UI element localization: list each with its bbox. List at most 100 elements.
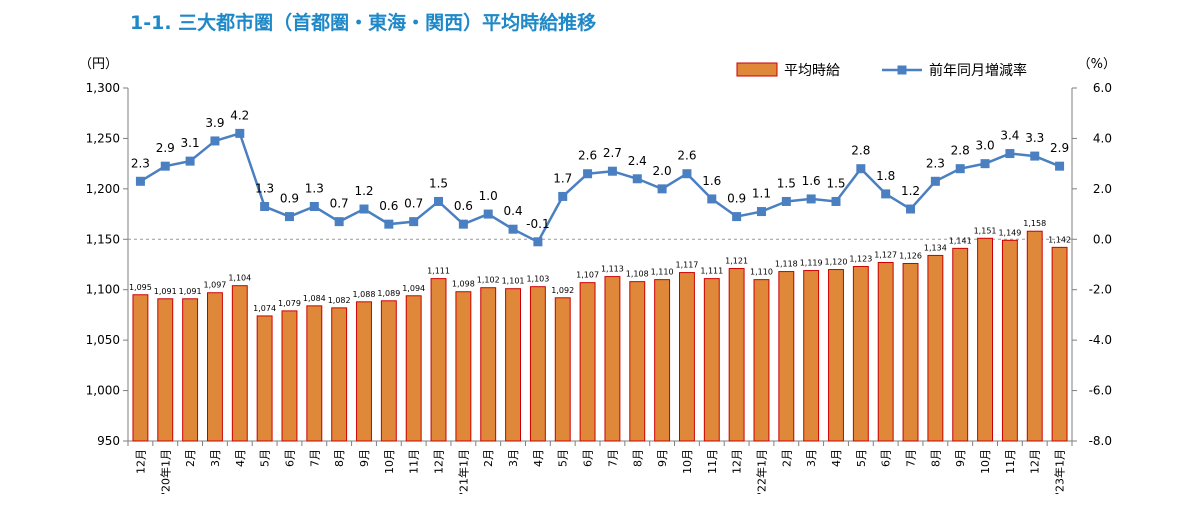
x-category-label: 11月 (1004, 449, 1017, 474)
line-point (856, 164, 866, 174)
x-category-label: 7月 (905, 449, 918, 467)
y2-tick-label: -4.0 (1089, 333, 1112, 347)
line-value-label: 2.0 (653, 164, 672, 178)
bar (256, 315, 273, 442)
line-value-label: 1.6 (802, 174, 821, 188)
line-point (1030, 151, 1040, 161)
line-point (434, 196, 444, 206)
labels-layer: 1,095 1,091 1,0911,0971,1041,0741,0791,084… (129, 108, 1071, 313)
x-category-label: 6月 (880, 449, 893, 467)
bar-value-label: 1,119 (800, 259, 823, 268)
line-value-label: 1.1 (752, 187, 771, 201)
x-category-label: 7月 (606, 449, 619, 467)
legend-swatch-marker (897, 65, 907, 75)
x-category-label: 8月 (333, 449, 346, 467)
line-value-label: 0.6 (379, 199, 398, 213)
line-point (135, 176, 145, 186)
line-point (483, 209, 493, 219)
x-category-label: '21年1月 (456, 449, 470, 495)
bar (604, 276, 621, 442)
line-point (881, 189, 891, 199)
line-point (781, 196, 791, 206)
bar-value-label: 1,079 (278, 299, 301, 308)
line-point (1055, 161, 1065, 171)
bar-value-label: 1,084 (303, 294, 326, 303)
y-tick-label: 1,100 (86, 283, 120, 297)
bar (927, 254, 944, 442)
bar (877, 261, 894, 442)
x-category-label: 8月 (631, 449, 644, 467)
chart-title: 1-1. 三大都市圏（首都圏・東海・関西）平均時給推移 (130, 12, 597, 34)
x-category-label: 2月 (780, 449, 793, 467)
bar (505, 288, 522, 442)
line-value-label: -0.1 (526, 217, 549, 231)
x-category-label: 12月 (134, 449, 147, 474)
y2-tick-label: -6.0 (1089, 384, 1112, 398)
bar (554, 297, 571, 442)
bar (430, 278, 447, 442)
bar-value-label: 1,102 (477, 276, 500, 285)
bar-value-label: 1,111 (700, 267, 723, 276)
y-tick-label: 1,050 (86, 333, 120, 347)
x-category-label: 10月 (681, 449, 694, 474)
y-tick-label: 1,250 (86, 131, 120, 145)
bar-value-label: 1,107 (576, 271, 599, 280)
bar (902, 262, 919, 442)
bar (281, 310, 298, 442)
line-point (831, 196, 841, 206)
bar (703, 278, 720, 442)
line-point (756, 207, 766, 217)
line-point (309, 202, 319, 212)
bar (331, 307, 348, 442)
line-point (284, 212, 294, 222)
bar-value-label: 1,089 (377, 289, 400, 298)
bar (1051, 246, 1068, 442)
bar (852, 266, 869, 442)
line-value-label: 0.7 (330, 197, 349, 211)
y2-tick-label: 6.0 (1093, 81, 1112, 95)
line-point (682, 169, 692, 179)
y2-unit-label: （%） (1078, 57, 1116, 72)
line-value-label: 3.0 (976, 139, 995, 153)
line-value-label: 4.2 (230, 108, 249, 122)
line-point (632, 174, 642, 184)
x-category-label: 7月 (308, 449, 321, 467)
line-point (583, 169, 593, 179)
x-category-label: 11月 (408, 449, 421, 474)
line-point (657, 184, 667, 194)
bar (380, 300, 397, 442)
bar-value-label: 1,141 (949, 236, 972, 245)
bar (157, 298, 174, 442)
bar (1001, 239, 1018, 442)
x-category-label: 10月 (979, 449, 992, 474)
bar-value-label: 1,091 (179, 287, 202, 296)
line-value-label: 1.5 (429, 176, 448, 190)
bar-value-label: 1,111 (427, 267, 450, 276)
bar-value-label: 1,134 (924, 243, 947, 252)
bar (778, 271, 795, 442)
y-tick-label: 1,300 (86, 81, 120, 95)
line-point (607, 166, 617, 176)
line-value-label: 2.6 (677, 149, 696, 163)
line-value-label: 2.7 (603, 146, 622, 160)
x-category-label: 4月 (234, 449, 247, 467)
bar-value-label: 1,110 (651, 268, 674, 277)
line-value-label: 2.9 (1050, 141, 1069, 155)
line-point (930, 176, 940, 186)
line-value-label: 2.4 (628, 154, 647, 168)
axes-layer: 950 1,000 1,050 1,100 1,150 1,200 1,250 1,300 -8… (79, 57, 1116, 495)
line-point (732, 212, 742, 222)
line-value-label: 1.0 (479, 189, 498, 203)
x-category-label: 5月 (855, 449, 868, 467)
line-value-label: 1.5 (777, 176, 796, 190)
x-category-label: 4月 (830, 449, 843, 467)
bar-value-label: 1,151 (974, 226, 997, 235)
line-value-label: 0.6 (454, 199, 473, 213)
line-value-label: 1.7 (553, 171, 572, 185)
y-unit-label: （円） (79, 57, 118, 72)
line-point (334, 217, 344, 227)
line-value-label: 1.3 (305, 182, 324, 196)
bar (405, 295, 422, 442)
bar-value-label: 1,088 (353, 290, 376, 299)
line-point (384, 219, 394, 229)
